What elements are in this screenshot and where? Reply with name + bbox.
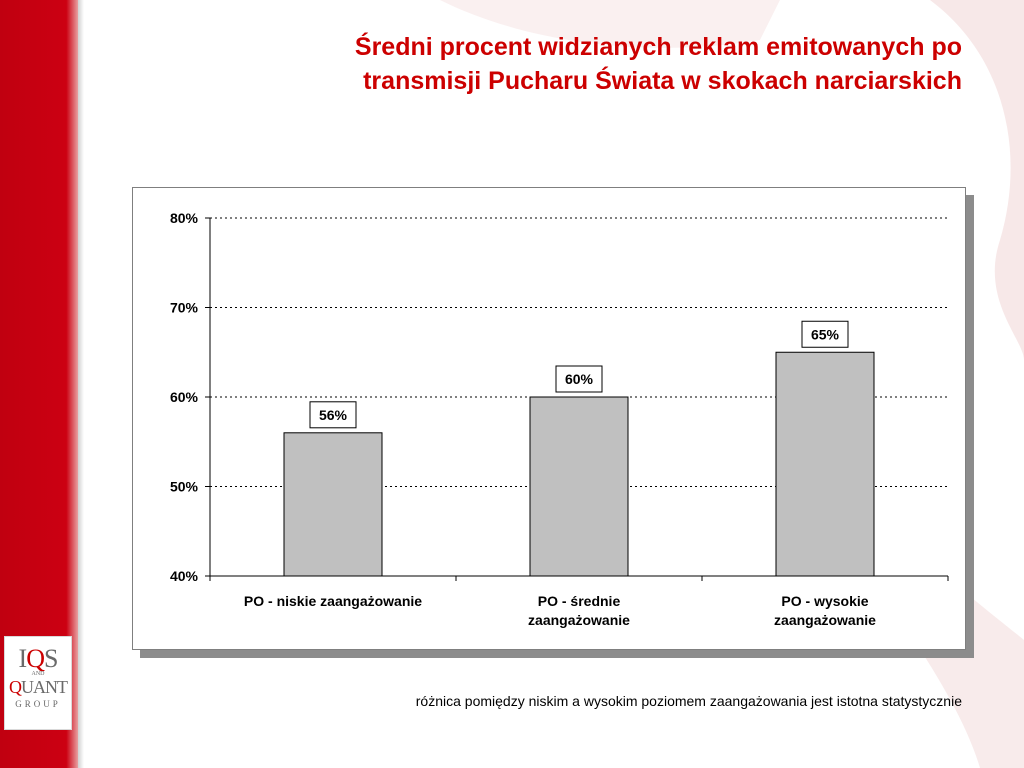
title-line-2: transmisji Pucharu Świata w skokach narc… bbox=[363, 67, 962, 95]
data-label-box bbox=[555, 365, 603, 393]
data-label: 65% bbox=[811, 326, 840, 342]
data-label: 60% bbox=[565, 371, 594, 387]
data-label-box bbox=[309, 401, 357, 429]
title-line-1: Średni procent widzianych reklam emitowa… bbox=[354, 33, 962, 61]
data-label: 56% bbox=[319, 407, 348, 423]
x-tick-label: PO - średnie bbox=[538, 593, 621, 609]
bar bbox=[529, 396, 629, 577]
logo-line-2: QUANT bbox=[9, 677, 68, 697]
x-tick-label: zaangażowanie bbox=[774, 612, 876, 628]
y-tick-label: 60% bbox=[170, 389, 199, 405]
x-tick-label: PO - niskie zaangażowanie bbox=[244, 593, 422, 609]
data-label-box bbox=[801, 320, 849, 348]
logo-group: GROUP bbox=[15, 699, 61, 709]
chart-frame: 40% 50% 60% 70% 80% 56% PO - niskie zaangażowa… bbox=[132, 187, 966, 650]
bar bbox=[775, 351, 875, 577]
y-tick-label: 50% bbox=[170, 479, 199, 495]
logo-line-1: IQS bbox=[18, 644, 59, 673]
bar bbox=[283, 432, 383, 577]
bar-chart: 40% 50% 60% 70% 80% 56% PO - niskie zaangażowa… bbox=[170, 210, 949, 628]
x-tick-label: zaangażowanie bbox=[528, 612, 630, 628]
y-tick-label: 40% bbox=[170, 568, 199, 584]
footnote: różnica pomiędzy niskim a wysokim poziom… bbox=[415, 693, 962, 709]
page-title: Średni procent widzianych reklam emitowa… bbox=[162, 30, 962, 98]
x-tick-label: PO - wysokie bbox=[781, 593, 868, 609]
y-tick-label: 70% bbox=[170, 300, 199, 316]
logo-and: AND bbox=[31, 671, 45, 677]
iqs-quant-logo: IQS AND QUANT GROUP bbox=[4, 636, 72, 730]
y-tick-label: 80% bbox=[170, 210, 199, 226]
